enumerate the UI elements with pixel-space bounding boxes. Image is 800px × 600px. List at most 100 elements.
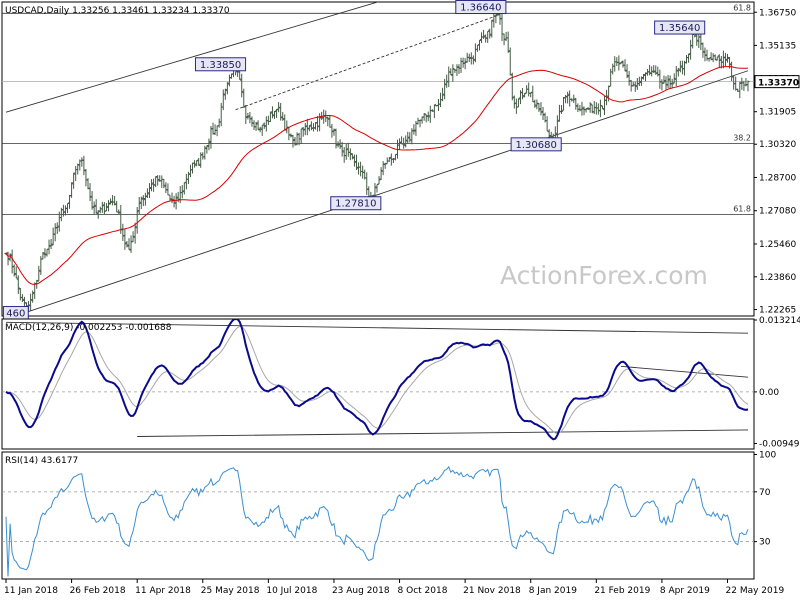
ohlc-bar (225, 82, 229, 95)
ohlc-bar (451, 64, 455, 82)
ohlc-bar (244, 104, 248, 124)
ohlc-bar (137, 197, 141, 215)
ohlc-bar (639, 76, 644, 86)
price-annotation: 1.30680 (510, 137, 562, 152)
x-tick-label: 10 Jul 2018 (266, 586, 317, 596)
ohlc-bar (486, 30, 490, 43)
price-y-tick-label: 1.27080 (759, 207, 796, 217)
ohlc-bar (80, 157, 84, 167)
ohlc-bar (648, 64, 652, 76)
ohlc-bar (598, 99, 603, 118)
ohlc-bar (69, 182, 74, 198)
ohlc-bar (707, 57, 711, 62)
x-tick-label: 21 Nov 2018 (463, 586, 521, 596)
ohlc-bar (422, 113, 426, 121)
ohlc-bar (633, 81, 637, 92)
ohlc-bar (135, 207, 139, 234)
ohlc-bar (154, 175, 158, 188)
ohlc-bar (129, 235, 133, 253)
ohlc-bar (6, 251, 10, 266)
moving-average-line (5, 66, 749, 285)
ohlc-bar (600, 105, 605, 110)
rsi-line (5, 465, 749, 577)
ohlc-bar (488, 28, 492, 39)
ohlc-bar (242, 88, 246, 108)
ohlc-bar (402, 137, 406, 149)
macd-line (5, 319, 749, 441)
ohlc-bar (672, 73, 676, 84)
ohlc-bar (404, 135, 408, 148)
ohlc-bar (377, 176, 381, 185)
ohlc-bar (666, 74, 670, 89)
ohlc-bar (311, 123, 316, 132)
ohlc-bar (168, 194, 172, 201)
ohlc-bar (318, 113, 322, 132)
ohlc-bar (274, 108, 279, 118)
ohlc-bar (689, 39, 693, 60)
ohlc-bar (650, 66, 654, 77)
ohlc-bar (432, 104, 436, 119)
fib-level-label: 38.2 (733, 134, 751, 143)
macd-panel: MACD(12,26,9) -0.002253 -0.001688 0.01321… (1, 316, 800, 450)
ohlc-bar (20, 294, 24, 303)
macd-trend-line (137, 429, 749, 437)
ohlc-bar (516, 98, 521, 108)
ohlc-bar (139, 196, 143, 210)
rsi-frame (1, 451, 755, 580)
ohlc-bar (307, 125, 311, 132)
ohlc-bar (563, 94, 568, 104)
ohlc-bar (412, 124, 416, 135)
ohlc-bar (248, 111, 252, 124)
ohlc-bar (28, 293, 33, 311)
rsi-header: RSI(14) 43.6177 (5, 456, 78, 466)
macd-trend-line (620, 365, 749, 378)
ohlc-bar (162, 178, 166, 189)
ohlc-bar (617, 55, 621, 71)
ohlc-bar (41, 252, 45, 260)
x-tick-label: 8 Oct 2018 (398, 586, 448, 596)
price-annotation: 1.36640 (455, 0, 507, 15)
ohlc-bar (443, 78, 447, 100)
rsi-y-tick-label: 100 (759, 450, 776, 460)
x-tick-label: 23 Aug 2018 (332, 586, 390, 596)
ohlc-bar (670, 78, 674, 89)
price-y-tick-label: 1.35135 (759, 41, 796, 51)
last-price-tag (754, 75, 800, 89)
ohlc-bar (352, 154, 357, 167)
ohlc-bar (127, 238, 131, 250)
ohlc-bars (4, 9, 750, 312)
price-annotation-label: 1.35640 (659, 23, 700, 34)
price-annotation: 1.33850 (194, 57, 247, 72)
ohlc-bar (623, 59, 627, 72)
ohlc-bar (174, 193, 178, 210)
ohlc-bar (635, 77, 639, 90)
ohlc-bar (375, 183, 379, 193)
price-annotation-label: 1.33850 (200, 60, 241, 71)
ohlc-bar (334, 128, 338, 149)
ohlc-bar (76, 163, 80, 175)
ohlc-bar (82, 155, 86, 176)
x-tick-label: 8 Apr 2019 (660, 586, 710, 596)
ohlc-bar (330, 123, 334, 138)
ohlc-bar (340, 142, 344, 157)
ohlc-bar (660, 79, 664, 91)
ohlc-bar (205, 145, 209, 154)
ohlc-bar (701, 42, 705, 58)
ohlc-bar (713, 54, 717, 60)
ohlc-bar (440, 87, 445, 102)
ohlc-bar (494, 14, 498, 24)
watermark: ActionForex.com (500, 261, 708, 290)
ohlc-bar (65, 203, 70, 214)
ohlc-bar (61, 204, 65, 217)
ohlc-bar (195, 160, 199, 167)
ohlc-bar (133, 222, 137, 244)
macd-plot-area (5, 319, 749, 441)
ohlc-bar (354, 154, 359, 171)
x-tick-label: 22 May 2019 (726, 586, 785, 596)
ohlc-bar (49, 239, 53, 250)
macd-signal-line (5, 325, 749, 434)
macd-trend-line (5, 321, 749, 334)
ohlc-bar (180, 185, 184, 199)
price-header: USDCAD,Daily 1.33256 1.33461 1.33234 1.3… (5, 6, 230, 16)
ohlc-bar (326, 116, 330, 127)
